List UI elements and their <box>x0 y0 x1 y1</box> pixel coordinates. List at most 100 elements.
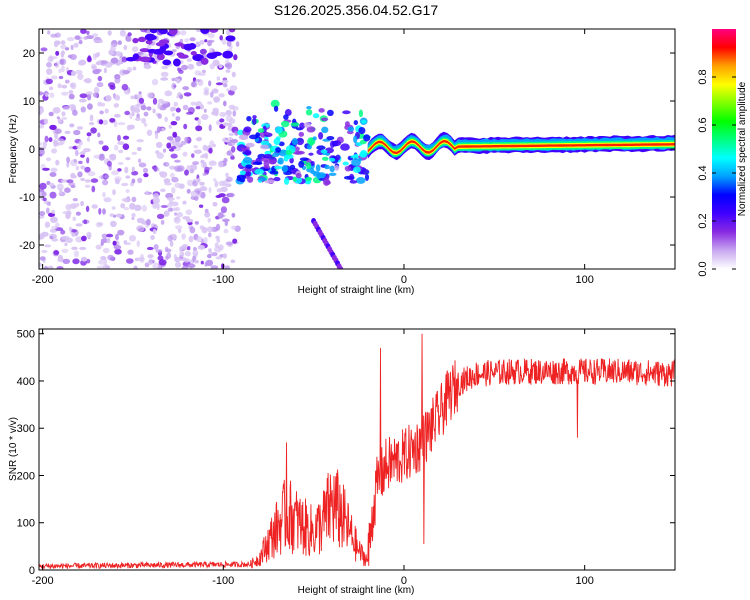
heatmap-cell <box>329 157 336 162</box>
heatmap-cell <box>344 121 350 127</box>
heatmap-cell <box>70 44 74 51</box>
heatmap-cell <box>349 180 358 184</box>
heatmap-cell <box>226 40 232 47</box>
heatmap-cell <box>244 171 252 177</box>
heatmap-cell <box>161 127 165 132</box>
heatmap-cell <box>46 207 50 214</box>
heatmap-cell <box>257 128 265 133</box>
heatmap-cell <box>49 191 57 199</box>
heatmap-cell <box>84 184 91 188</box>
spectrogram-x-ticks: -200 -100 0 100 <box>32 29 594 286</box>
heatmap-cell <box>76 126 84 130</box>
heatmap-cell <box>239 178 246 183</box>
heatmap-cell <box>162 59 172 66</box>
heatmap-cell <box>169 106 175 112</box>
heatmap-cell <box>71 70 76 76</box>
heatmap-cell <box>41 231 49 237</box>
heatmap-cell <box>108 49 115 56</box>
heatmap-cell <box>328 172 337 176</box>
heatmap-cell <box>353 120 358 126</box>
heatmap-cell <box>155 141 163 149</box>
heatmap-cell <box>86 35 94 40</box>
heatmap-cell <box>320 149 328 154</box>
heatmap-cell <box>231 225 237 230</box>
heatmap-cell <box>75 69 83 75</box>
heatmap-cell <box>310 160 315 167</box>
heatmap-cell <box>197 244 205 250</box>
heatmap-cell <box>122 135 130 140</box>
y-tick-label: 20 <box>23 48 35 60</box>
heatmap-cell <box>61 111 66 117</box>
heatmap-cell <box>211 252 218 257</box>
heatmap-cell <box>96 82 104 88</box>
heatmap-cell <box>72 216 77 221</box>
heatmap-cell <box>80 154 85 158</box>
heatmap-cell <box>67 37 75 42</box>
heatmap-cell <box>329 165 335 173</box>
heatmap-cell <box>208 187 212 194</box>
heatmap-cell <box>162 103 171 108</box>
heatmap-cell <box>231 71 236 78</box>
heatmap-cell <box>117 229 125 236</box>
heatmap-cell <box>54 132 59 140</box>
y-tick-label: 100 <box>17 518 35 530</box>
heatmap-cell <box>324 164 330 170</box>
heatmap-cell <box>160 205 169 208</box>
heatmap-cell <box>83 219 87 225</box>
heatmap-cell <box>139 56 151 63</box>
heatmap-cell <box>359 151 367 158</box>
heatmap-cell <box>200 159 205 164</box>
heatmap-cell <box>90 178 99 183</box>
heatmap-cell <box>79 93 88 99</box>
heatmap-cell <box>166 142 172 149</box>
heatmap-cell <box>221 38 227 45</box>
heatmap-cell <box>191 153 195 159</box>
heatmap-cell <box>131 196 137 203</box>
heatmap-cell <box>72 258 80 265</box>
heatmap-cell <box>125 189 130 194</box>
heatmap-cell <box>75 211 81 216</box>
heatmap-cell <box>66 156 70 164</box>
heatmap-cell <box>117 162 124 165</box>
heatmap-cell <box>273 176 281 182</box>
heatmap-cell <box>136 217 144 224</box>
heatmap-cell <box>49 172 57 177</box>
heatmap-cell <box>143 111 149 117</box>
heatmap-cell <box>244 149 252 156</box>
heatmap-cell <box>290 122 300 127</box>
heatmap-cell <box>175 225 183 230</box>
heatmap-cell <box>39 182 47 190</box>
heatmap-cell <box>175 206 181 212</box>
heatmap-cell <box>211 88 219 94</box>
heatmap-cell <box>41 191 47 197</box>
heatmap-cell <box>170 146 177 150</box>
heatmap-cell <box>179 251 185 258</box>
heatmap-cell <box>142 167 149 174</box>
heatmap-cell <box>103 197 112 203</box>
heatmap-cell <box>137 177 143 184</box>
heatmap-cell <box>275 147 282 153</box>
heatmap-cell <box>193 145 199 149</box>
heatmap-cell <box>360 168 370 175</box>
heatmap-cell <box>154 132 159 140</box>
heatmap-cell <box>58 68 62 74</box>
heatmap-cell <box>195 178 200 184</box>
heatmap-cell <box>195 41 200 46</box>
heatmap-cell <box>65 204 72 211</box>
heatmap-cell <box>163 178 171 184</box>
heatmap-cell <box>102 145 109 152</box>
heatmap-cell <box>117 122 126 126</box>
heatmap-cell <box>312 136 317 141</box>
heatmap-cell <box>344 165 352 172</box>
heatmap-cell <box>138 97 145 104</box>
heatmap-cell <box>207 33 215 39</box>
heatmap-cell <box>86 231 92 239</box>
heatmap-cell <box>85 205 90 212</box>
heatmap-cell <box>338 266 344 269</box>
heatmap-cell <box>125 157 131 161</box>
heatmap-cell <box>51 225 58 230</box>
heatmap-cell <box>56 183 64 191</box>
heatmap-cell <box>202 172 207 176</box>
heatmap-cell <box>196 236 203 243</box>
heatmap-cell <box>95 222 103 228</box>
